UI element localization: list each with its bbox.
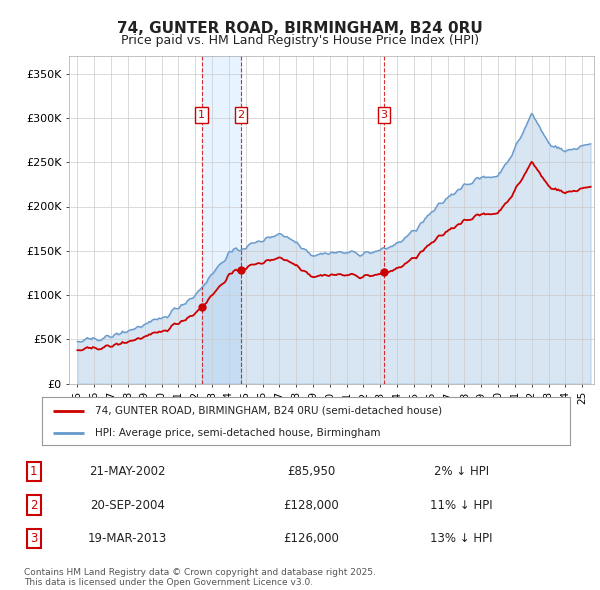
Text: £126,000: £126,000 — [284, 532, 340, 545]
Text: 2% ↓ HPI: 2% ↓ HPI — [434, 465, 489, 478]
Bar — [202, 56, 241, 384]
Text: Price paid vs. HM Land Registry's House Price Index (HPI): Price paid vs. HM Land Registry's House … — [121, 34, 479, 47]
Text: 1: 1 — [198, 110, 205, 120]
Text: 1: 1 — [30, 465, 38, 478]
Text: £128,000: £128,000 — [284, 499, 340, 512]
Text: 74, GUNTER ROAD, BIRMINGHAM, B24 0RU (semi-detached house): 74, GUNTER ROAD, BIRMINGHAM, B24 0RU (se… — [95, 405, 442, 415]
Text: Contains HM Land Registry data © Crown copyright and database right 2025.
This d: Contains HM Land Registry data © Crown c… — [24, 568, 376, 587]
Text: 13% ↓ HPI: 13% ↓ HPI — [430, 532, 493, 545]
Text: 11% ↓ HPI: 11% ↓ HPI — [430, 499, 493, 512]
Text: HPI: Average price, semi-detached house, Birmingham: HPI: Average price, semi-detached house,… — [95, 428, 380, 438]
Text: 74, GUNTER ROAD, BIRMINGHAM, B24 0RU: 74, GUNTER ROAD, BIRMINGHAM, B24 0RU — [117, 21, 483, 35]
Text: 3: 3 — [30, 532, 38, 545]
Text: £85,950: £85,950 — [287, 465, 335, 478]
Text: 2: 2 — [30, 499, 38, 512]
Text: 3: 3 — [380, 110, 388, 120]
Text: 20-SEP-2004: 20-SEP-2004 — [90, 499, 164, 512]
Text: 21-MAY-2002: 21-MAY-2002 — [89, 465, 166, 478]
Text: 19-MAR-2013: 19-MAR-2013 — [88, 532, 167, 545]
Text: 2: 2 — [238, 110, 245, 120]
